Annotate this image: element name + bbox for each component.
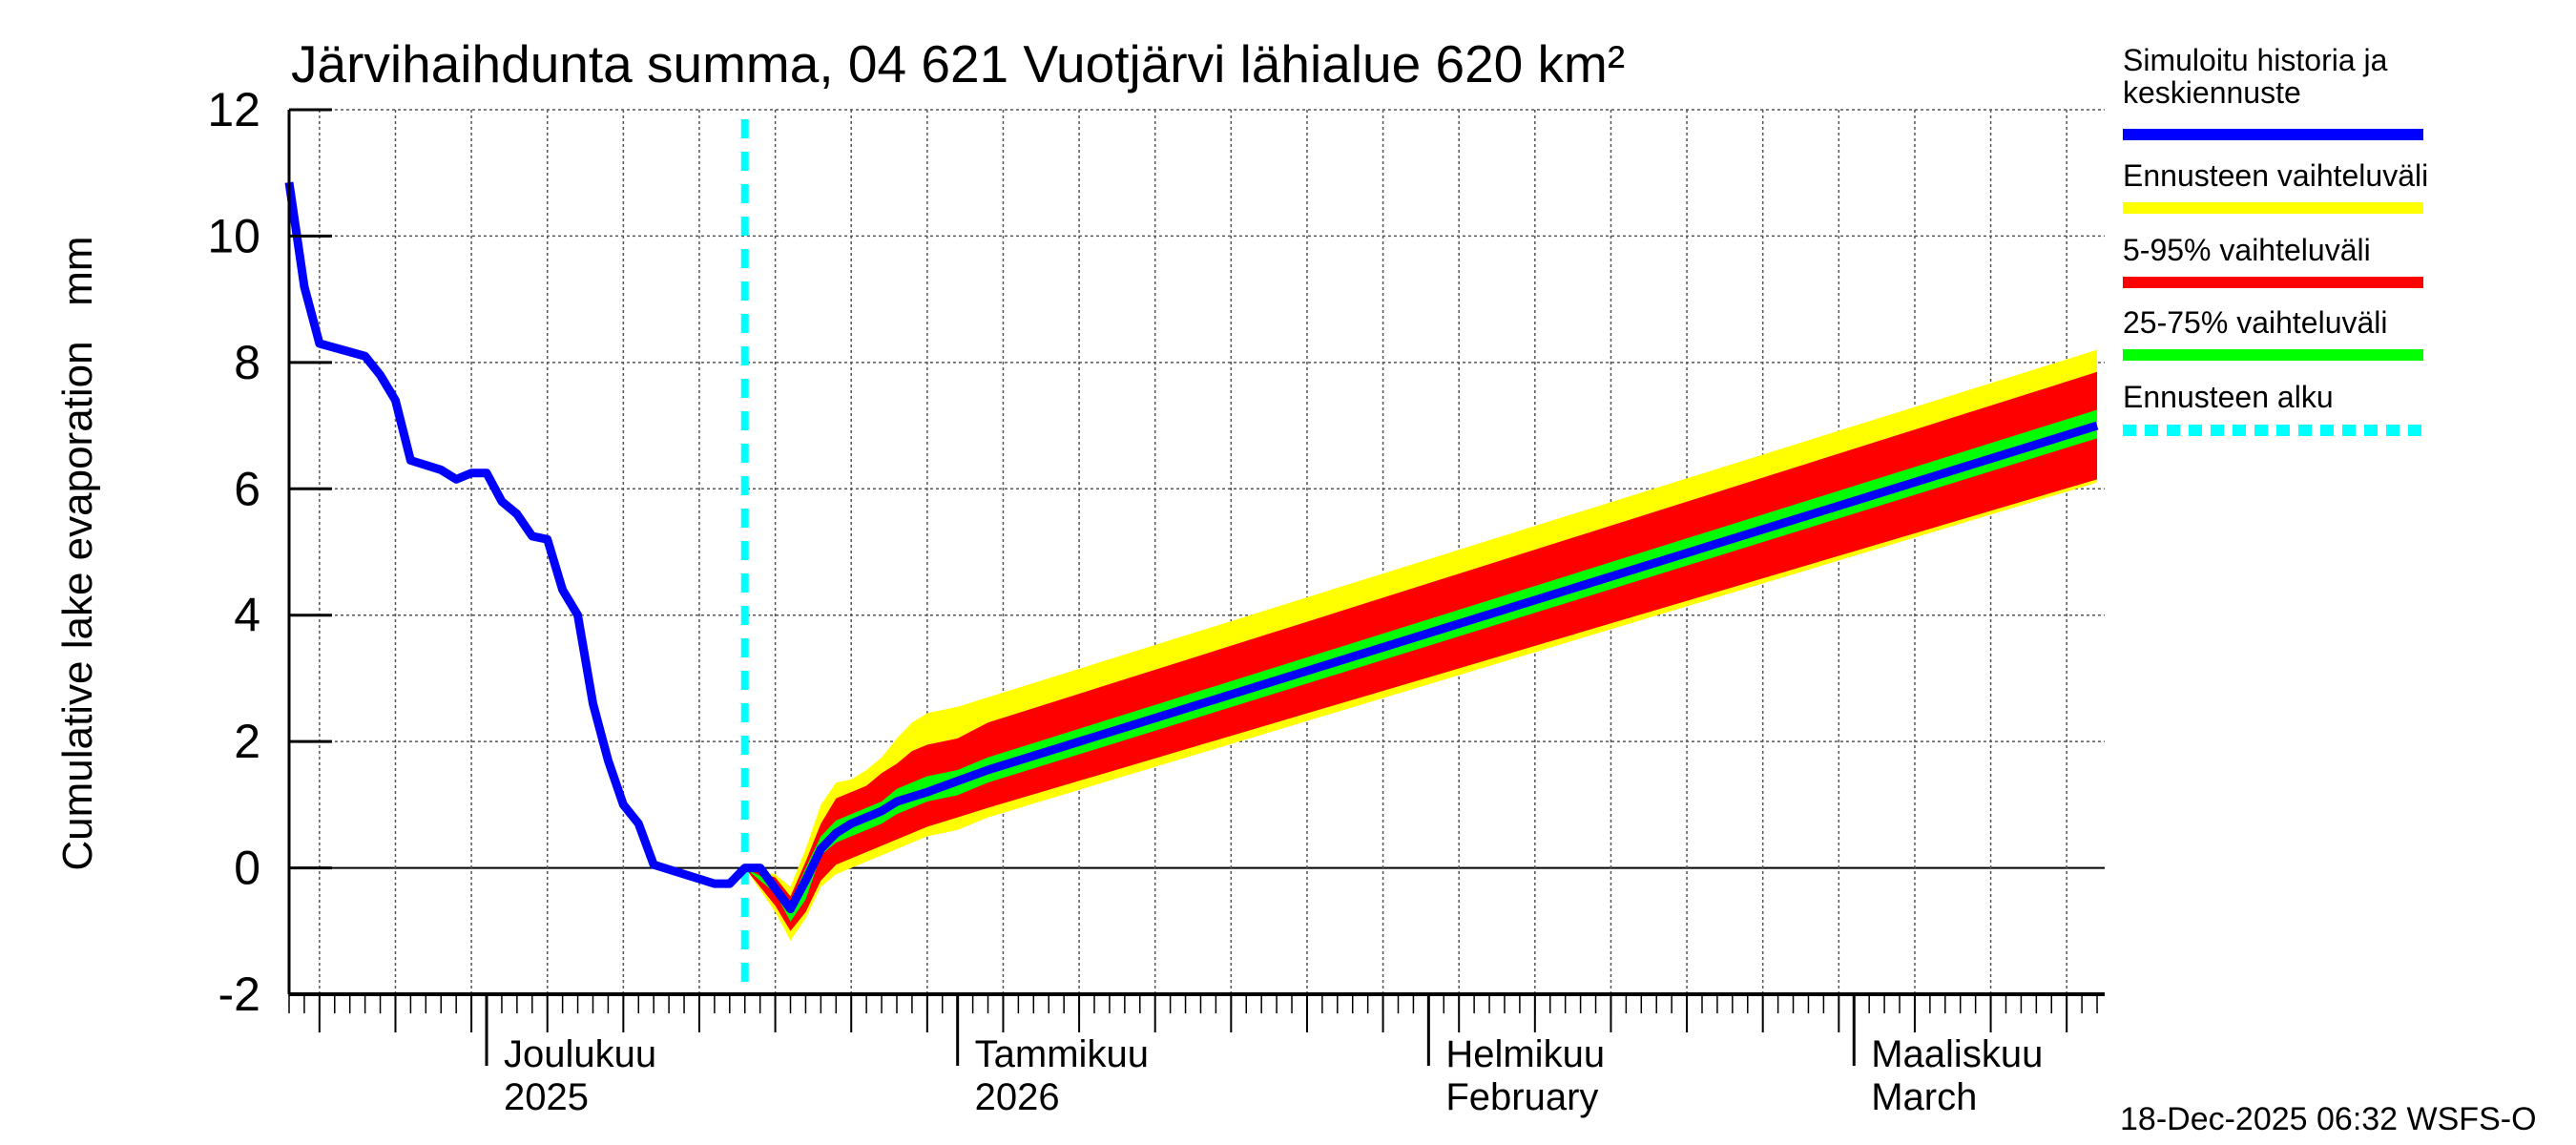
y-tick-label: 2 — [234, 715, 260, 768]
bands — [744, 349, 2098, 941]
x-month-label-2: February — [1445, 1076, 1598, 1118]
y-tick-label: 0 — [234, 842, 260, 895]
series-line — [284, 181, 2099, 914]
x-month-label: Helmikuu — [1445, 1033, 1605, 1075]
x-month-label-2: March — [1871, 1076, 1977, 1118]
x-month-label-2: 2026 — [975, 1076, 1060, 1118]
y-tick-label: 6 — [234, 462, 260, 515]
y-tick-label: 8 — [234, 336, 260, 389]
y-axis-label: Cumulative lake evaporation mm — [54, 236, 101, 870]
x-month-label: Joulukuu — [504, 1033, 656, 1075]
series-lines — [284, 119, 2099, 994]
y-tick-label: 4 — [234, 589, 260, 642]
x-month-label-2: 2025 — [504, 1076, 589, 1118]
footer-timestamp: 18-Dec-2025 06:32 WSFS-O — [2120, 1101, 2537, 1137]
legend-label: Simuloitu historia ja — [2123, 43, 2388, 77]
legend-label: Ennusteen alku — [2123, 380, 2334, 414]
band-5-95 — [744, 371, 2098, 931]
band-25-75 — [744, 409, 2098, 922]
y-tick-label: -2 — [218, 968, 260, 1021]
legend-label: 5-95% vaihteluväli — [2123, 233, 2371, 267]
legend-label-2: keskiennuste — [2123, 75, 2301, 110]
legend-label: Ennusteen vaihteluväli — [2123, 158, 2428, 193]
y-tick-label: 10 — [207, 209, 260, 262]
x-month-label: Tammikuu — [975, 1033, 1149, 1075]
x-month-label: Maaliskuu — [1871, 1033, 2043, 1075]
legend-label: 25-75% vaihteluväli — [2123, 305, 2388, 340]
chart-title: Järvihaihdunta summa, 04 621 Vuotjärvi l… — [291, 34, 1625, 94]
y-tick-label: 12 — [207, 83, 260, 136]
